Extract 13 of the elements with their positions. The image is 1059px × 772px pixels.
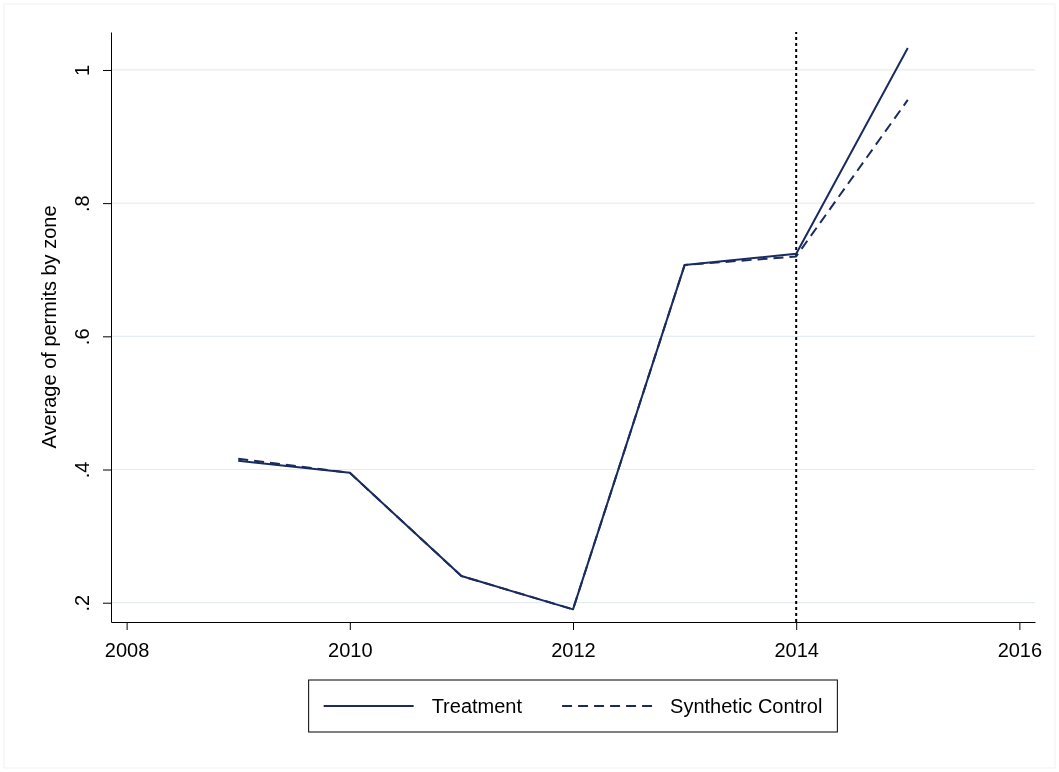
- x-tick-label: 2016: [997, 639, 1043, 661]
- y-tick-label: .6: [71, 328, 93, 346]
- x-tick-label: 2010: [328, 639, 373, 661]
- y-tick-label: 1: [71, 64, 93, 77]
- y-tick-label: .2: [71, 594, 93, 612]
- legend-label: Synthetic Control: [670, 695, 823, 717]
- x-tick-label: 2008: [104, 639, 150, 661]
- y-tick-label: .4: [71, 461, 93, 479]
- y-axis-title: Average of permits by zone: [38, 205, 60, 449]
- legend-label: Treatment: [431, 695, 523, 717]
- x-tick-label: 2012: [551, 639, 596, 661]
- x-tick-label: 2014: [774, 639, 819, 661]
- y-tick-label: .8: [71, 195, 93, 212]
